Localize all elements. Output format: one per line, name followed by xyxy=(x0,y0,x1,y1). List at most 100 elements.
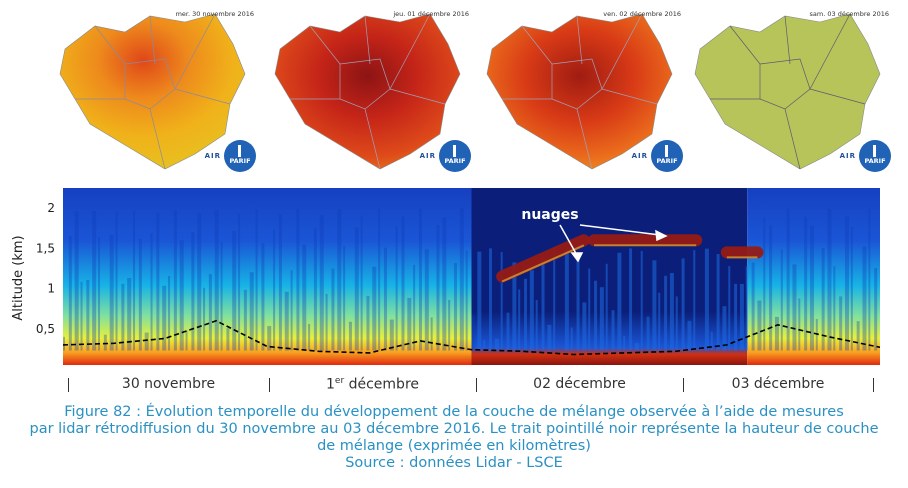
heatmap-streak xyxy=(512,262,517,351)
map-2 xyxy=(274,13,461,170)
caption-line: Figure 82 : Évolution temporelle du déve… xyxy=(64,404,844,420)
airparif-logo: AIR PARIF xyxy=(632,140,683,172)
map-4 xyxy=(694,13,881,170)
heatmap-streak xyxy=(185,330,188,351)
heatmap-background xyxy=(63,188,472,365)
map-date: mer. 30 novembre 2016 xyxy=(175,10,254,18)
map-date: sam. 03 décembre 2016 xyxy=(809,10,889,18)
heatmap-streak xyxy=(360,215,363,351)
heatmap-streak xyxy=(63,336,65,351)
plot-area xyxy=(62,188,881,365)
heatmap-streak xyxy=(681,258,685,351)
heatmap-streak xyxy=(518,289,521,351)
y-tick-label: 2 xyxy=(47,201,55,215)
heatmap-streak xyxy=(168,276,171,351)
y-tick-label: 1 xyxy=(47,282,55,296)
heatmap-streak xyxy=(658,292,661,351)
heatmap-streak xyxy=(757,300,762,351)
heatmap-streak xyxy=(407,297,412,351)
heatmap-streak xyxy=(477,251,482,351)
heatmap-streak xyxy=(337,208,342,351)
heatmap-streak xyxy=(86,279,90,351)
heatmap-streak xyxy=(669,272,674,351)
heatmap-streak xyxy=(418,208,422,351)
day-separator xyxy=(476,378,477,392)
day-separator xyxy=(269,378,270,392)
heatmap-streak xyxy=(109,234,114,351)
heatmap-streak xyxy=(553,249,556,351)
heatmap-streak xyxy=(150,233,153,351)
heatmap-background xyxy=(747,188,880,365)
figure-caption: Figure 82 : Évolution temporelle du déve… xyxy=(0,404,908,472)
map-panel-2: jeu. 01 décembre 2016 AIR PARIF xyxy=(270,4,475,180)
heatmap-streak xyxy=(249,272,254,351)
clouds-annotation: nuages xyxy=(521,207,578,223)
heatmap-streak xyxy=(267,326,272,351)
heatmap-streak xyxy=(471,315,475,351)
heatmap-streak xyxy=(489,248,493,351)
heatmap-streak xyxy=(162,285,167,351)
map-3 xyxy=(486,13,673,170)
heatmap-streak xyxy=(588,268,591,351)
heatmap-streak xyxy=(844,215,849,351)
heatmap-streak xyxy=(734,283,738,351)
heatmap-streak xyxy=(500,252,503,351)
caption-line: Source : données Lidar - LSCE xyxy=(345,455,563,471)
heatmap-streak xyxy=(640,250,643,351)
map-panel-3: ven. 02 décembre 2016 AIR PARIF xyxy=(482,4,687,180)
heatmap-streak xyxy=(389,319,394,351)
caption-line: par lidar rétrodiffusion du 30 novembre … xyxy=(29,421,879,437)
airparif-badge-icon: PARIF xyxy=(651,140,683,172)
heatmap-streak xyxy=(92,211,97,351)
airparif-word: AIR xyxy=(204,152,221,160)
heatmap-streak xyxy=(290,270,293,351)
heatmap-streak xyxy=(354,227,359,351)
heatmap-streak xyxy=(459,208,464,351)
map-date: ven. 02 décembre 2016 xyxy=(603,10,681,18)
heatmap-streak xyxy=(763,217,766,351)
y-ticks: 0,5 1 1,5 2 xyxy=(36,201,55,336)
heatmap-streak xyxy=(664,275,668,351)
heatmap-streak xyxy=(868,208,871,351)
heatmap-streak xyxy=(191,232,195,351)
heatmap-streak xyxy=(220,241,223,351)
heatmap-streak xyxy=(144,332,149,351)
map-1 xyxy=(59,13,246,170)
heatmap-streak xyxy=(383,247,387,351)
heatmap-streak xyxy=(197,213,202,351)
y-tick-label: 0,5 xyxy=(36,322,55,336)
heatmap-streak xyxy=(634,342,639,351)
heatmap-streak xyxy=(325,293,328,351)
heatmap-streak xyxy=(68,236,72,351)
y-axis-label: Altitude (km) xyxy=(11,235,26,320)
heatmap-streak xyxy=(605,263,608,351)
heatmap-streak xyxy=(570,327,573,351)
heatmap-streak xyxy=(652,260,657,351)
day-separator xyxy=(683,378,684,392)
heatmap-streak xyxy=(115,211,118,351)
heatmap-streak xyxy=(173,210,177,351)
heatmap-streak xyxy=(774,316,779,351)
heatmap-streak xyxy=(617,252,622,351)
heatmap-streak xyxy=(465,250,468,351)
heatmap-streak xyxy=(535,300,538,351)
heatmap-streak xyxy=(255,209,258,351)
heatmap-streak xyxy=(243,289,247,351)
heatmap-streak xyxy=(483,340,486,351)
day-label: 02 décembre xyxy=(533,376,626,392)
airparif-logo: AIR PARIF xyxy=(205,140,256,172)
heatmap-streak xyxy=(238,213,241,351)
heatmap-streak xyxy=(284,291,289,351)
heatmap-streak xyxy=(308,323,311,351)
heatmap-streak xyxy=(675,296,678,351)
heatmap-streak xyxy=(133,210,136,351)
heatmap-streak xyxy=(80,281,83,351)
heatmap-streak xyxy=(226,328,230,351)
heatmap-streak xyxy=(728,266,731,351)
heatmap-streak xyxy=(261,243,265,351)
airparif-badge-icon: PARIF xyxy=(224,140,256,172)
heatmap-streak xyxy=(780,249,783,351)
heatmap-streak xyxy=(804,216,808,351)
heatmap-streak xyxy=(127,277,132,351)
heatmap-streak xyxy=(646,316,650,351)
